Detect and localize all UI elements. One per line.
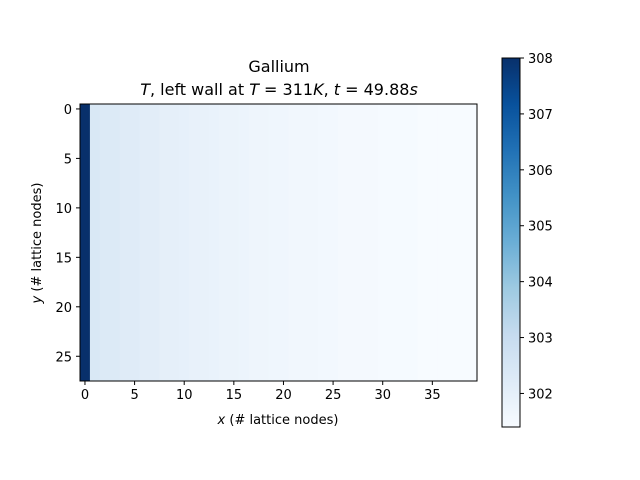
- heatmap-column: [457, 104, 468, 381]
- y-tick-label: 10: [55, 202, 72, 217]
- heatmap-column: [139, 104, 150, 381]
- heatmap-column: [80, 104, 91, 381]
- colorbar-tick-label: 308: [528, 52, 553, 67]
- heatmap-column: [407, 104, 418, 381]
- heatmap-column: [447, 104, 458, 381]
- colorbar-tick-label: 304: [528, 276, 553, 291]
- y-tick-label: 20: [55, 301, 72, 316]
- colorbar-tick-label: 303: [528, 332, 553, 347]
- heatmap-column: [417, 104, 428, 381]
- heatmap-column: [437, 104, 448, 381]
- y-tick-label: 15: [55, 251, 72, 266]
- colorbar-tick-label: 305: [528, 220, 553, 235]
- heatmap-column: [427, 104, 438, 381]
- heatmap-column: [357, 104, 369, 381]
- heatmap-column: [397, 104, 408, 381]
- colorbar-tick-label: 302: [528, 387, 553, 402]
- colorbar-tick-label: 306: [528, 164, 553, 179]
- heatmap-column: [199, 104, 210, 381]
- heatmap-column: [149, 104, 160, 381]
- heatmap-column: [278, 104, 289, 381]
- heatmap-column: [89, 104, 101, 381]
- heatmap-column: [377, 104, 389, 381]
- x-tick-label: 35: [424, 388, 441, 403]
- heatmap-column: [169, 104, 180, 381]
- heatmap-column: [467, 104, 478, 381]
- colorbar: [501, 57, 521, 428]
- heatmap-column: [347, 104, 359, 381]
- colorbar-tick-label: 307: [528, 108, 553, 123]
- x-axis-label: x (# lattice nodes): [217, 413, 339, 428]
- x-tick-label: 5: [130, 388, 138, 403]
- heatmap-column: [338, 104, 349, 381]
- heatmap-column: [387, 104, 399, 381]
- x-tick-label: 25: [325, 388, 342, 403]
- x-tick-label: 15: [226, 388, 243, 403]
- x-tick-label: 0: [81, 388, 89, 403]
- plot-frame: [79, 103, 478, 382]
- y-tick-label: 0: [64, 103, 72, 118]
- heatmap-column: [99, 104, 111, 381]
- y-tick-label: 5: [64, 152, 72, 167]
- heatmap-column: [129, 104, 140, 381]
- heatmap-column: [268, 104, 279, 381]
- heatmap-column: [367, 104, 379, 381]
- heatmap-column: [238, 104, 250, 381]
- y-tick-label: 25: [55, 350, 72, 365]
- chart-subtitle: T, left wall at T = 311K, t = 49.88s: [140, 80, 418, 99]
- heatmap-column: [209, 104, 220, 381]
- heatmap-column: [318, 104, 329, 381]
- heatmap-column: [159, 104, 170, 381]
- heatmap-column: [248, 104, 260, 381]
- heatmap-column: [109, 104, 121, 381]
- chart-title: Gallium: [248, 57, 309, 76]
- x-tick-label: 30: [374, 388, 391, 403]
- heatmap-column: [258, 104, 269, 381]
- heatmap-column: [328, 104, 339, 381]
- heatmap-column: [189, 104, 200, 381]
- heatmap-column: [179, 104, 190, 381]
- heatmap-column: [288, 104, 299, 381]
- heatmap-column: [228, 104, 240, 381]
- y-axis-label: y (# lattice nodes): [30, 183, 45, 305]
- x-axis-ticks: 0 5 10 15 20 25 30 35: [81, 381, 441, 403]
- heatmap-column: [218, 104, 230, 381]
- x-tick-label: 10: [176, 388, 193, 403]
- y-axis-ticks: 0 5 10 15 20 25: [55, 103, 80, 365]
- heatmap-column: [308, 104, 319, 381]
- heatmap-column: [298, 104, 309, 381]
- heatmap-column: [119, 104, 131, 381]
- heatmap: [80, 104, 478, 381]
- colorbar-ticks: 302 303 304 305 306 307 308: [520, 52, 553, 402]
- x-tick-label: 20: [275, 388, 292, 403]
